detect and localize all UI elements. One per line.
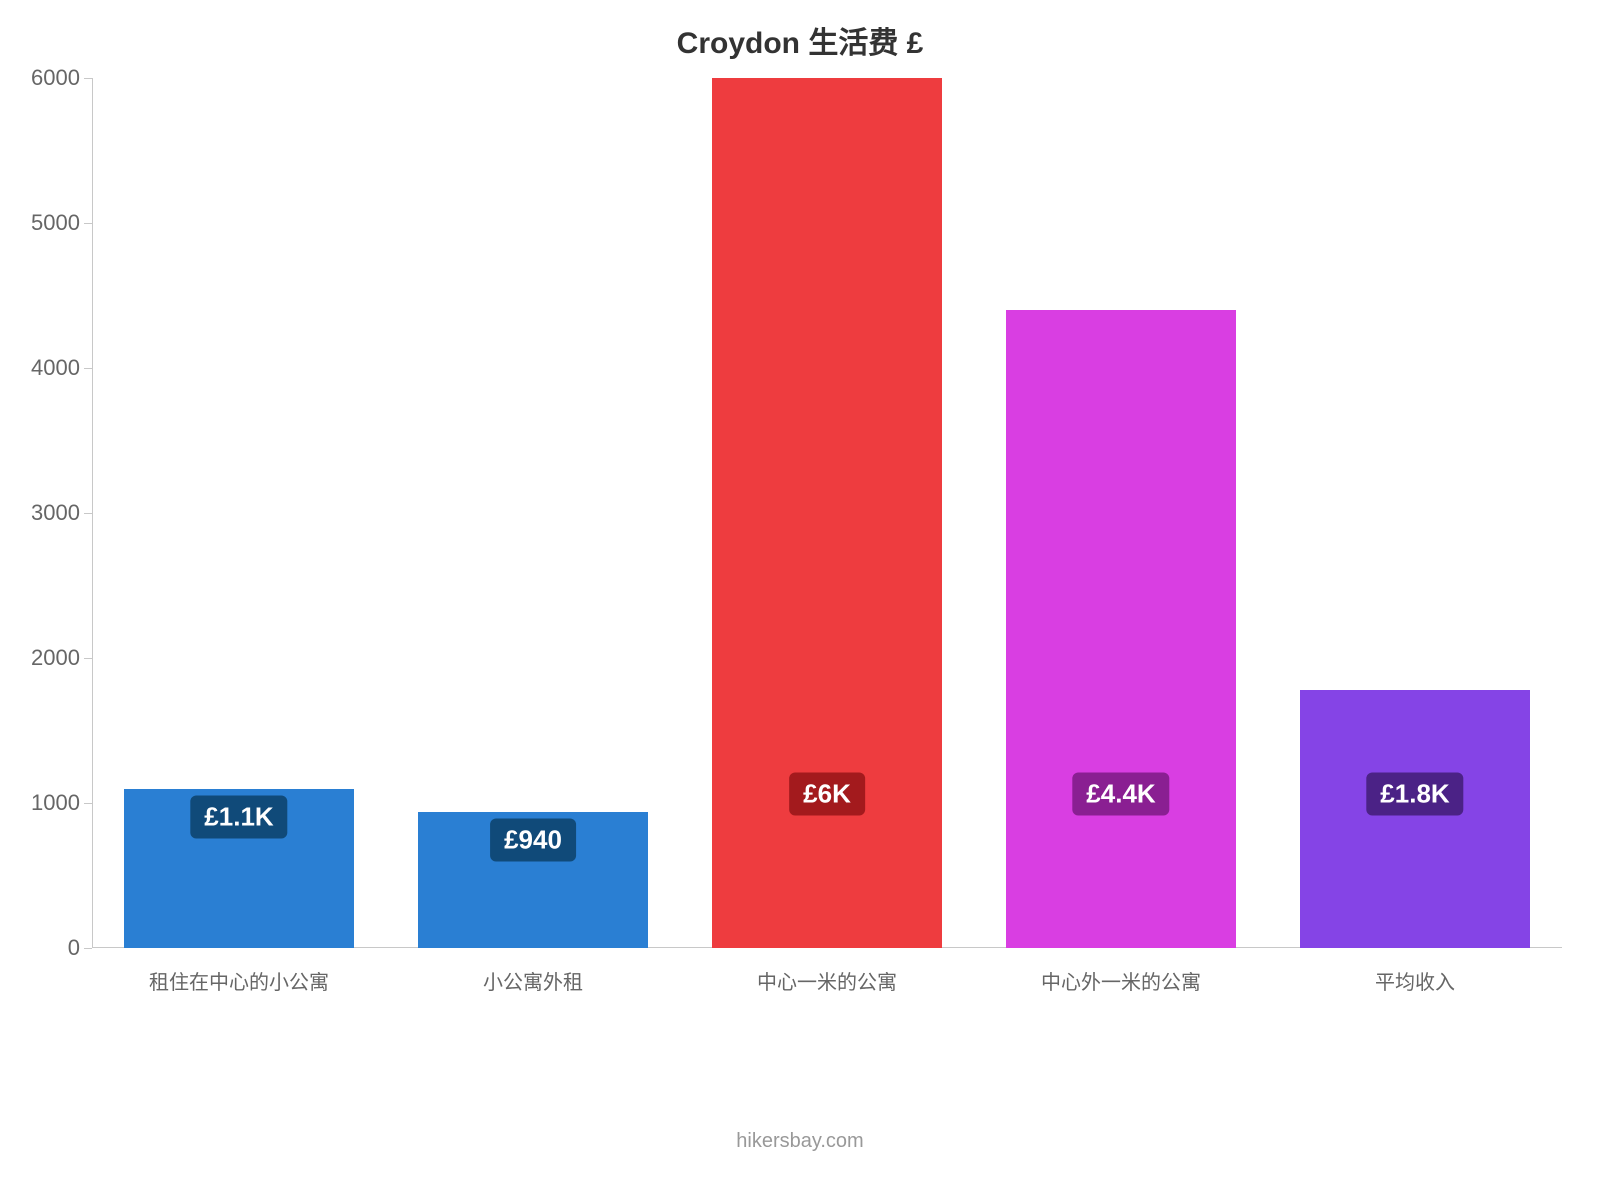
y-tick-mark	[84, 223, 92, 224]
y-tick-label: 4000	[31, 355, 92, 381]
y-axis-line	[92, 78, 93, 948]
bar-value-badge: £1.1K	[190, 795, 287, 838]
y-tick-mark	[84, 78, 92, 79]
x-tick-label: 租住在中心的小公寓	[149, 948, 329, 995]
y-tick-mark	[84, 368, 92, 369]
plot-area: 0100020003000400050006000£1.1K租住在中心的小公寓£…	[92, 78, 1562, 948]
bar	[1300, 690, 1529, 948]
chart-title: Croydon 生活费 £	[0, 18, 1600, 62]
bar-value-badge: £6K	[789, 773, 865, 816]
y-tick-mark	[84, 948, 92, 949]
y-tick-mark	[84, 658, 92, 659]
bar-value-badge: £1.8K	[1366, 773, 1463, 816]
bar	[1006, 310, 1235, 948]
y-tick-label: 1000	[31, 790, 92, 816]
x-tick-label: 中心一米的公寓	[757, 948, 897, 995]
y-tick-mark	[84, 803, 92, 804]
bar-value-badge: £4.4K	[1072, 773, 1169, 816]
attribution-text: hikersbay.com	[0, 1130, 1600, 1153]
y-tick-label: 2000	[31, 645, 92, 671]
x-tick-label: 小公寓外租	[483, 948, 583, 995]
y-tick-label: 6000	[31, 65, 92, 91]
x-tick-label: 平均收入	[1375, 948, 1455, 995]
bar	[712, 78, 941, 948]
chart-stage: Croydon 生活费 £ 0100020003000400050006000£…	[0, 0, 1600, 1200]
bar-value-badge: £940	[490, 818, 576, 861]
y-tick-label: 5000	[31, 210, 92, 236]
y-tick-mark	[84, 513, 92, 514]
y-tick-label: 3000	[31, 500, 92, 526]
x-tick-label: 中心外一米的公寓	[1041, 948, 1201, 995]
